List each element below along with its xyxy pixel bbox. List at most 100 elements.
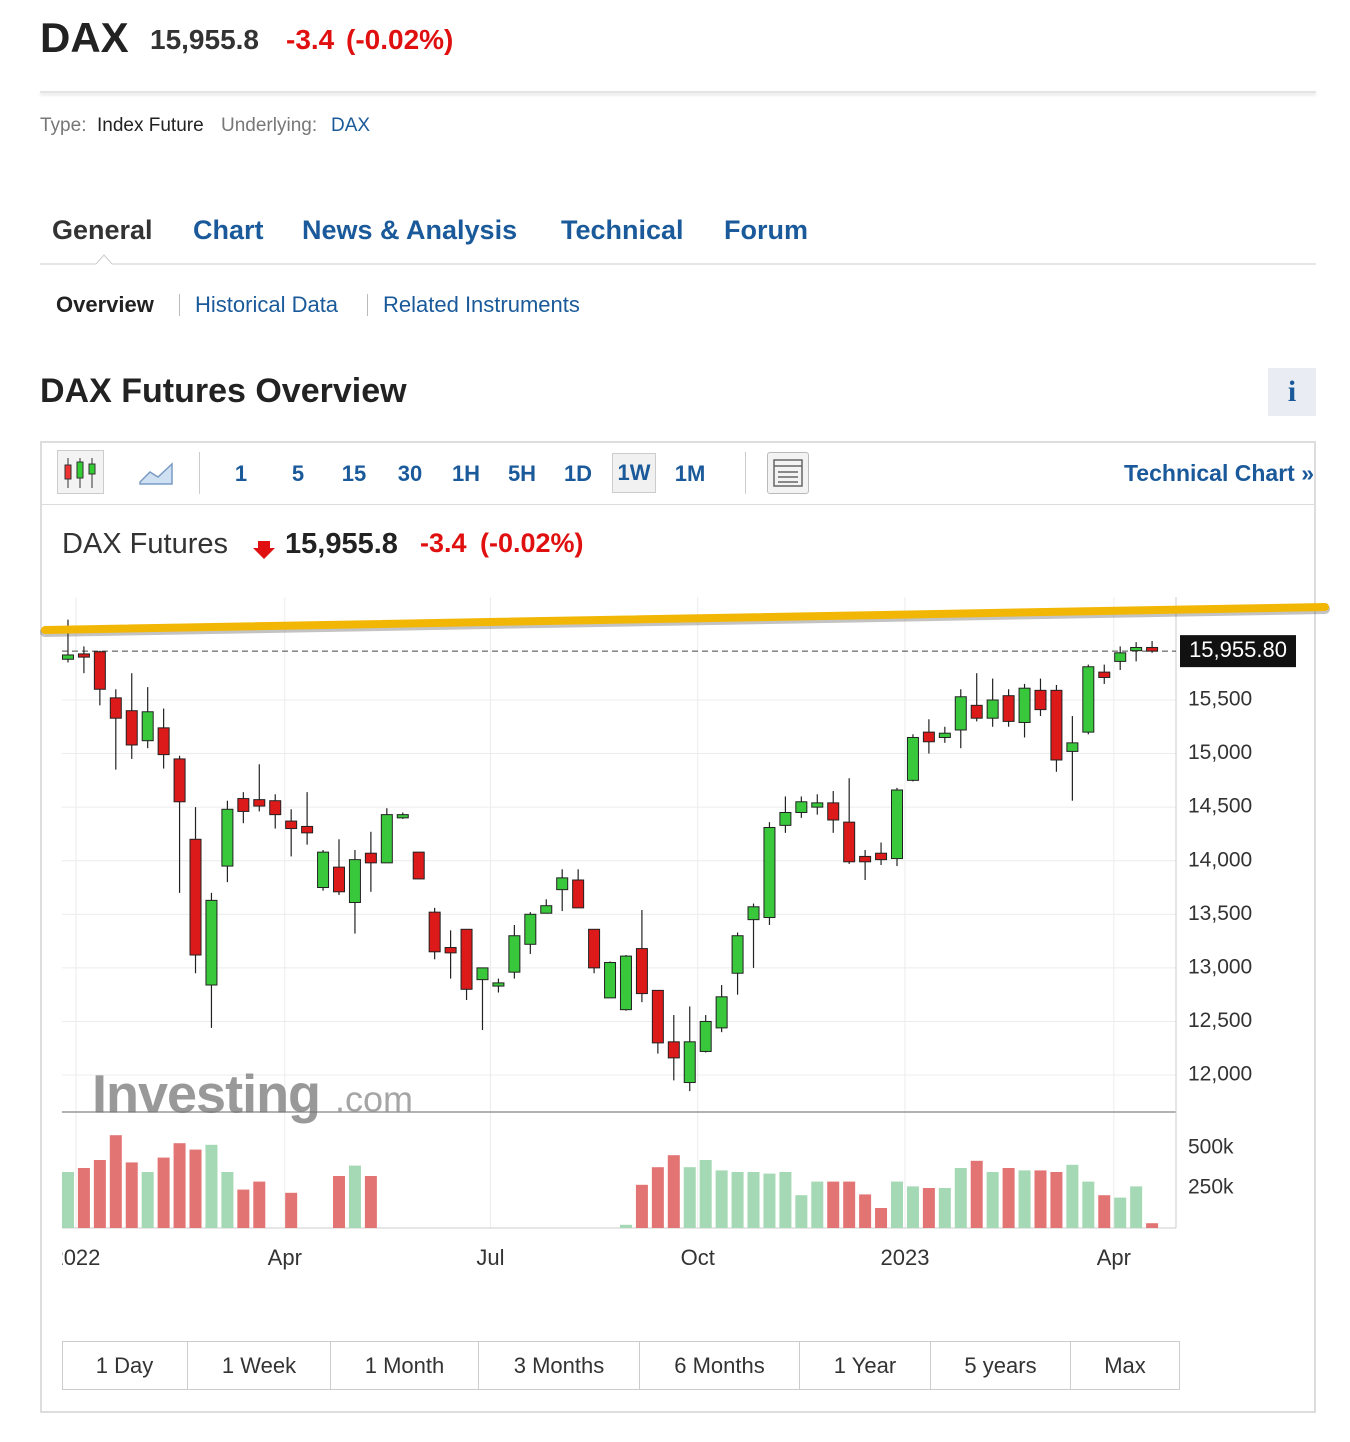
- interval[interactable]: 1: [234, 461, 248, 486]
- volume-bar: [1082, 1181, 1095, 1228]
- tab[interactable]: Chart: [193, 215, 264, 245]
- x-tick-label: Apr: [268, 1245, 302, 1270]
- volume-bar: [747, 1172, 760, 1228]
- candle-body: [109, 697, 122, 719]
- candle-body: [492, 982, 505, 987]
- candle-body: [348, 859, 361, 904]
- candle-body: [588, 928, 601, 969]
- interval[interactable]: 1M: [674, 461, 706, 486]
- volume-bar: [1130, 1186, 1143, 1228]
- candle-body: [428, 911, 441, 953]
- tab[interactable]: Technical: [561, 215, 684, 245]
- type-value: Index Future: [97, 115, 204, 136]
- interval[interactable]: 5: [291, 461, 305, 486]
- watermark: Investing: [92, 1064, 320, 1124]
- volume-bar: [619, 1224, 632, 1228]
- volume-bar: [827, 1181, 840, 1228]
- range-button[interactable]: 1 Week: [188, 1341, 331, 1390]
- chart-change-pct: (-0.02%): [480, 528, 584, 558]
- candle-body: [747, 906, 760, 921]
- volume-bar: [364, 1176, 377, 1228]
- volume-bar: [141, 1172, 154, 1228]
- volume-bar: [875, 1208, 888, 1228]
- section-title: DAX Futures Overview: [40, 372, 407, 410]
- y-tick-label: 13,000: [1188, 955, 1252, 978]
- x-tick-label: Oct: [681, 1245, 715, 1270]
- volume-bar: [1098, 1195, 1111, 1228]
- volume-bar: [1002, 1168, 1015, 1228]
- subtab[interactable]: Related Instruments: [383, 292, 580, 317]
- candle-body: [333, 866, 345, 893]
- chart-change: -3.4: [420, 528, 467, 558]
- range-button[interactable]: 5 years: [931, 1341, 1071, 1390]
- interval[interactable]: 30: [397, 461, 423, 486]
- interval[interactable]: 1H: [451, 461, 481, 486]
- separator: [199, 452, 200, 494]
- candle-body: [763, 826, 776, 919]
- candle-body: [317, 851, 330, 889]
- subtab[interactable]: Overview: [56, 292, 154, 317]
- volume-bar: [635, 1184, 648, 1228]
- volume-bar: [922, 1188, 935, 1228]
- candle-body: [1114, 652, 1127, 662]
- volume-bar: [1114, 1197, 1127, 1228]
- candle-body: [667, 1041, 680, 1059]
- chart-name: DAX Futures: [62, 528, 228, 560]
- candle-body: [253, 799, 266, 807]
- y-tick-label: 12,500: [1188, 1009, 1252, 1032]
- candle-body: [460, 928, 473, 990]
- volume-bar: [795, 1195, 808, 1228]
- interval[interactable]: 15: [341, 461, 367, 486]
- volume-bar: [285, 1192, 298, 1228]
- tab[interactable]: News & Analysis: [302, 215, 518, 245]
- candle-body: [412, 851, 425, 880]
- candle-body: [938, 732, 951, 738]
- candle-body: [604, 962, 617, 999]
- range-button[interactable]: 1 Month: [331, 1341, 479, 1390]
- chart-price: 15,955.8: [285, 528, 398, 560]
- info-button[interactable]: i: [1268, 368, 1316, 416]
- range-button[interactable]: 3 Months: [479, 1341, 640, 1390]
- volume-bar: [699, 1160, 712, 1228]
- tab[interactable]: Forum: [724, 215, 808, 245]
- y-tick-label: 15,500: [1188, 688, 1252, 711]
- tab[interactable]: General: [52, 215, 153, 245]
- candle-body: [444, 947, 457, 954]
- tab-caret: [95, 254, 113, 265]
- interval[interactable]: 1D: [563, 461, 593, 486]
- underlying-link[interactable]: DAX: [331, 115, 371, 136]
- volume-bar: [906, 1186, 919, 1228]
- candle-body: [1130, 646, 1143, 652]
- candle-body: [1146, 646, 1159, 652]
- symbol: DAX: [40, 14, 129, 61]
- volume-bar: [1146, 1223, 1159, 1228]
- interval[interactable]: 5H: [507, 461, 537, 486]
- candle-body: [61, 654, 74, 660]
- candle-body: [922, 731, 935, 743]
- separator: [745, 452, 746, 494]
- candle-body: [1002, 695, 1015, 722]
- technical-chart-link[interactable]: Technical Chart »: [1123, 460, 1314, 486]
- range-button[interactable]: 1 Day: [62, 1341, 188, 1390]
- candle-body: [205, 899, 218, 986]
- price: 15,955.8: [150, 24, 259, 55]
- candle-icon-glyph: [64, 458, 96, 488]
- candle-body: [221, 808, 234, 867]
- candle-body: [875, 852, 888, 861]
- range-button[interactable]: Max: [1104, 1353, 1146, 1378]
- range-button[interactable]: 6 Months: [640, 1341, 800, 1390]
- volume-bar: [986, 1172, 999, 1228]
- candle-body: [715, 996, 728, 1029]
- subtab[interactable]: Historical Data: [195, 292, 339, 317]
- candle-body: [524, 913, 537, 945]
- candle-body: [476, 967, 489, 981]
- candle-body: [125, 710, 138, 746]
- candle-body: [651, 989, 664, 1044]
- volume-bar: [77, 1168, 90, 1228]
- interval[interactable]: 1W: [612, 453, 656, 493]
- candle-body: [93, 651, 106, 690]
- volume-bar: [333, 1176, 345, 1228]
- range-button[interactable]: 1 Year: [800, 1341, 931, 1390]
